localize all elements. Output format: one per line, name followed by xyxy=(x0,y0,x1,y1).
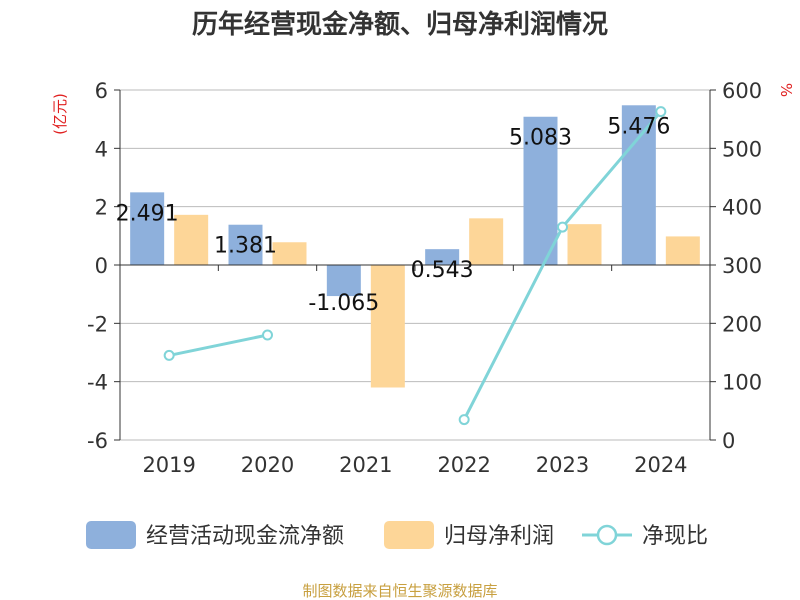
net-cash-ratio-point xyxy=(655,106,667,118)
data-labels: 2.491 1.381 -1.065 0.543 5.083 5.476 xyxy=(116,114,671,316)
net-profit-bar xyxy=(665,236,700,265)
y-right-unit-label: % xyxy=(777,83,795,97)
operating-cash-bar xyxy=(621,105,656,266)
legend-swatch-net-profit xyxy=(384,521,434,549)
x-tick-label: 2019 xyxy=(142,453,195,477)
operating-cash-data-label: 5.083 xyxy=(509,126,572,151)
operating-cash-bar xyxy=(523,116,558,265)
operating-cash-bar xyxy=(130,192,165,265)
net-profit-bar xyxy=(567,224,602,265)
y-left-unit-label: (亿元) xyxy=(51,93,69,135)
x-tick-label: 2021 xyxy=(339,453,392,477)
x-tick-label: 2023 xyxy=(536,453,589,477)
operating-cash-bar xyxy=(228,224,263,265)
legend-marker-net-cash-ratio xyxy=(596,524,618,546)
net-cash-ratio-point xyxy=(163,349,175,361)
operating-cash-bar xyxy=(326,265,361,297)
net-profit-bar xyxy=(272,242,307,265)
bars xyxy=(130,105,700,388)
net-cash-ratio-point xyxy=(262,329,273,341)
net-cash-ratio-point xyxy=(458,414,470,426)
y-right-tick-label: 600 xyxy=(722,79,762,103)
legend-label-net-profit: 归母净利润 xyxy=(444,524,554,549)
y-right-tick-label: 300 xyxy=(722,254,762,278)
net-cash-ratio-line xyxy=(163,106,667,426)
net-cash-ratio-point xyxy=(557,221,568,233)
y-left-tick-label: -2 xyxy=(87,312,108,336)
source-note: 制图数据来自恒生聚源数据库 xyxy=(302,582,497,600)
legend-label-net-cash-ratio: 净现比 xyxy=(642,524,708,549)
operating-cash-data-label: 2.491 xyxy=(116,201,179,226)
x-tick-label: 2024 xyxy=(634,453,687,477)
y-right-tick-label: 100 xyxy=(722,371,762,395)
y-left-tick-label: -4 xyxy=(87,371,108,395)
net-profit-bar xyxy=(174,214,209,265)
x-tick-label: 2020 xyxy=(241,453,294,477)
y-left-tick-label: 2 xyxy=(95,196,108,220)
y-left-tick-label: -6 xyxy=(87,429,108,453)
operating-cash-data-label: 0.543 xyxy=(411,258,474,283)
y-right-tick-label: 200 xyxy=(722,312,762,336)
y-left-tick-label: 6 xyxy=(95,79,108,103)
net-profit-bar xyxy=(370,265,405,388)
legend: 经营活动现金流净额 归母净利润 净现比 xyxy=(86,521,708,549)
legend-label-operating-cash: 经营活动现金流净额 xyxy=(146,524,344,549)
net-profit-bar xyxy=(469,218,504,265)
y-left-tick-label: 4 xyxy=(95,137,108,161)
net-cash-ratio-segment xyxy=(168,333,268,357)
y-right-tick-label: 500 xyxy=(722,137,762,161)
y-right-tick-label: 0 xyxy=(722,429,735,453)
axes: -6 -4 -2 0 2 4 6 0 100 200 300 400 500 600 2019 2020 202… xyxy=(87,79,762,477)
x-tick-label: 2022 xyxy=(437,453,490,477)
legend-swatch-operating-cash xyxy=(86,521,136,549)
operating-cash-data-label: -1.065 xyxy=(308,291,379,316)
y-left-tick-label: 0 xyxy=(95,254,108,278)
chart-title: 历年经营现金净额、归母净利润情况 xyxy=(192,9,608,40)
operating-cash-data-label: 5.476 xyxy=(607,114,670,139)
y-right-tick-label: 400 xyxy=(722,196,762,220)
operating-cash-data-label: 1.381 xyxy=(214,234,277,259)
operating-cash-bar xyxy=(425,249,460,265)
